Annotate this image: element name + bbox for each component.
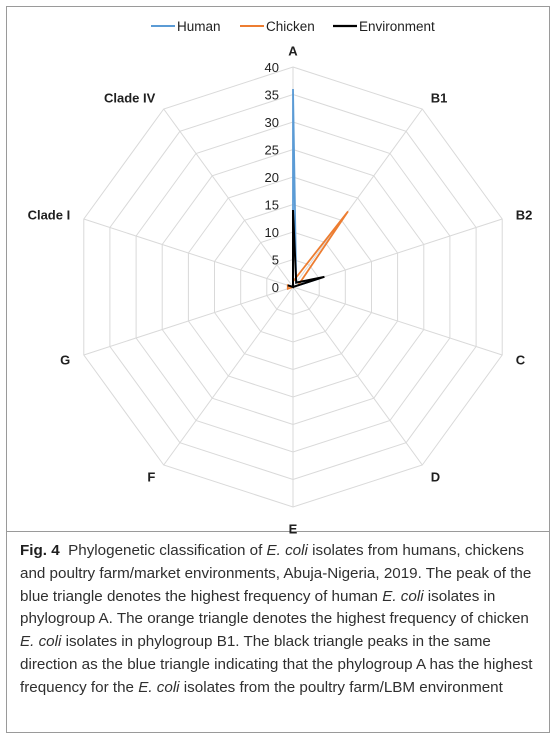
spoke-line [292, 218, 503, 288]
spoke-line [83, 218, 294, 288]
caption-italic-species: E. coli [382, 587, 424, 605]
radial-tick-label: 35 [265, 88, 279, 103]
category-label: Clade IV [104, 90, 156, 105]
radial-tick-label: 0 [272, 280, 279, 295]
caption-italic-species: E. coli [266, 542, 308, 559]
spoke-line [83, 286, 294, 356]
spoke-line [163, 286, 294, 466]
caption-text: isolates in phylogroup A. The orange tri… [20, 587, 529, 628]
radar-series [286, 88, 349, 290]
legend-label: Environment [359, 19, 435, 34]
category-label: Clade I [28, 208, 71, 223]
category-label: G [60, 352, 70, 367]
legend: Human Chicken Environment [151, 19, 435, 34]
radial-tick-label: 20 [265, 170, 279, 185]
figure-caption: Fig. 4 Phylogenetic classification of E.… [20, 540, 540, 700]
radial-tick-label: 10 [265, 225, 279, 240]
caption-text: isolates from the poultry farm/LBM envir… [179, 678, 503, 696]
category-label: F [147, 470, 155, 485]
series-line-environment [287, 209, 325, 289]
category-label: C [516, 352, 526, 367]
caption-italic-species: E. coli [138, 678, 180, 696]
category-label: B2 [516, 208, 533, 223]
spoke-line [163, 108, 294, 288]
radial-tick-label: 15 [265, 198, 279, 213]
radial-tick-label: 25 [265, 143, 279, 158]
spoke-line [292, 286, 423, 466]
radial-tick-label: 40 [265, 60, 279, 75]
category-label: D [431, 470, 440, 485]
category-label: B1 [431, 90, 448, 105]
legend-label: Human [177, 19, 221, 34]
spoke-line [292, 108, 423, 288]
legend-label: Chicken [266, 19, 315, 34]
caption-text: Phylogenetic classification of [68, 542, 267, 559]
category-labels: A B1 B2 C D E F G Clade I Clade IV [28, 44, 533, 537]
caption-text: isolates in phylogroup B1. The black tri… [20, 633, 533, 696]
figure-frame [6, 6, 550, 733]
radial-tick-label: 30 [265, 115, 279, 130]
caption-fig-label: Fig. 4 [20, 542, 60, 559]
caption-text: isolates from humans, chickens and poult… [20, 542, 532, 605]
caption-divider [7, 531, 549, 532]
series-line-human [292, 88, 320, 289]
radial-tick-labels: 0 5 10 15 20 25 30 35 40 [265, 60, 279, 295]
radial-tick-label: 5 [272, 253, 279, 268]
spoke-line [292, 286, 503, 356]
category-label: E [289, 521, 298, 536]
category-label: A [288, 44, 298, 59]
caption-italic-species: E. coli [20, 633, 62, 651]
